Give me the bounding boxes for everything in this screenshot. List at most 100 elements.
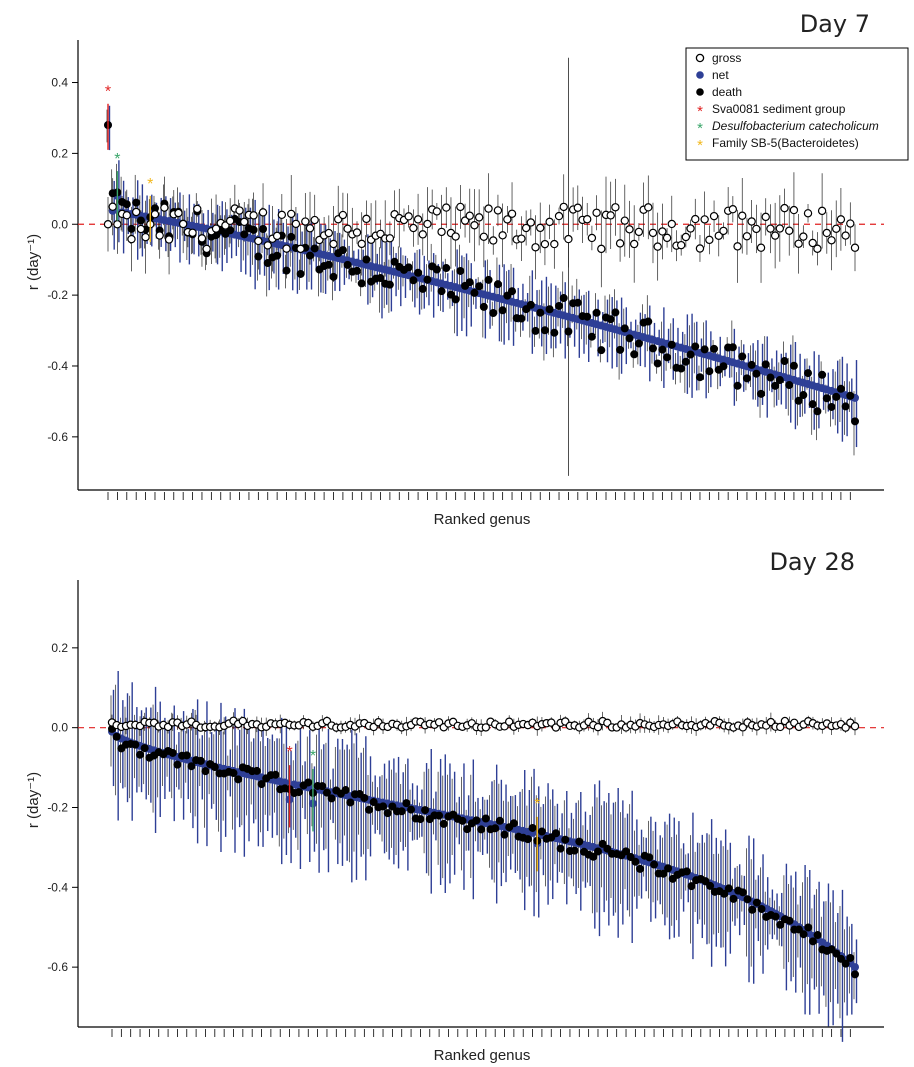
y-tick-label: 0.0: [51, 217, 68, 231]
legend-marker-net: [696, 71, 704, 79]
gross-point: [136, 224, 146, 234]
gross-point: [547, 718, 556, 727]
death-point: [752, 898, 761, 907]
death-point: [630, 350, 639, 359]
gross-point: [700, 215, 709, 224]
gross-point: [404, 212, 413, 221]
death-point: [818, 370, 827, 379]
gross-point: [658, 227, 667, 236]
gross-point: [667, 219, 676, 229]
death-point: [555, 301, 564, 310]
gross-point: [141, 232, 150, 242]
death-point: [611, 308, 620, 317]
death-point: [498, 306, 507, 315]
death-point: [757, 389, 766, 398]
death-point: [365, 805, 374, 814]
gross-point: [742, 232, 752, 241]
gross-point: [131, 207, 141, 217]
death-point: [808, 400, 817, 409]
death-point: [705, 367, 714, 376]
death-point: [752, 369, 761, 378]
gross-point: [827, 236, 836, 245]
gross-point: [719, 226, 728, 236]
gross-point: [240, 217, 249, 227]
gross-point: [747, 217, 756, 226]
death-point: [710, 344, 719, 353]
gross-point: [653, 242, 662, 251]
death-point: [458, 816, 467, 825]
death-point: [296, 269, 305, 278]
gross-point: [644, 203, 653, 212]
death-point: [435, 811, 444, 820]
death-point: [140, 744, 149, 753]
gross-point: [362, 214, 371, 224]
death-point: [112, 732, 121, 741]
gross-point: [272, 231, 282, 241]
gross-point: [343, 224, 352, 233]
gross-point: [211, 224, 221, 233]
gross-point: [695, 244, 705, 253]
death-point: [509, 819, 518, 828]
legend-entry-label: Sva0081 sediment group: [712, 102, 846, 116]
gross-point: [338, 210, 348, 220]
death-point: [658, 345, 667, 354]
death-point: [287, 232, 296, 241]
y-tick-label: -0.4: [47, 359, 68, 373]
death-point: [210, 763, 219, 772]
gross-point: [620, 216, 629, 225]
death-point: [836, 384, 845, 393]
death-point: [695, 373, 704, 382]
x-axis-title: Ranked genus: [434, 511, 531, 528]
gross-point: [592, 208, 601, 217]
gross-point: [507, 209, 517, 218]
gross-point: [593, 722, 603, 732]
death-series: [104, 121, 859, 426]
gross-point: [296, 244, 305, 254]
death-point: [508, 287, 517, 296]
gross-point: [456, 202, 465, 212]
gross-point: [479, 232, 489, 242]
death-point: [327, 794, 336, 803]
gross-point: [263, 241, 272, 250]
gross-point: [225, 216, 235, 226]
death-point: [182, 751, 191, 760]
death-point: [771, 912, 780, 921]
gross-point: [775, 224, 785, 233]
gross-point: [174, 208, 183, 218]
death-point: [136, 216, 145, 225]
death-point: [493, 280, 502, 289]
death-point: [304, 778, 313, 787]
gross-point: [108, 202, 117, 211]
death-point: [841, 402, 850, 411]
gross-point: [254, 236, 263, 246]
legend-marker-asterisk: *: [697, 120, 703, 137]
death-point: [687, 882, 696, 891]
gross-point: [188, 228, 197, 238]
gross-point: [310, 215, 319, 225]
death-point: [789, 361, 798, 370]
death-point: [196, 756, 205, 765]
death-point: [748, 905, 757, 914]
y-tick-label: -0.4: [47, 880, 68, 894]
gross-point: [634, 227, 644, 237]
gross-point: [460, 216, 470, 225]
death-point: [556, 844, 565, 853]
death-point: [636, 864, 645, 873]
death-point: [634, 339, 643, 348]
death-point: [407, 805, 416, 814]
death-point: [472, 816, 481, 825]
legend-marker-asterisk: *: [697, 103, 703, 120]
death-point: [404, 263, 413, 272]
gross-point: [329, 239, 338, 249]
death-point: [259, 225, 268, 234]
death-point: [644, 317, 653, 326]
legend-box: [685, 47, 909, 161]
death-point: [465, 278, 474, 287]
death-point: [324, 260, 333, 269]
gross-point: [481, 723, 491, 732]
death-point: [329, 272, 338, 281]
gross-point: [836, 215, 846, 224]
death-point: [173, 760, 182, 769]
gross-point: [597, 244, 606, 254]
death-point: [263, 259, 272, 268]
